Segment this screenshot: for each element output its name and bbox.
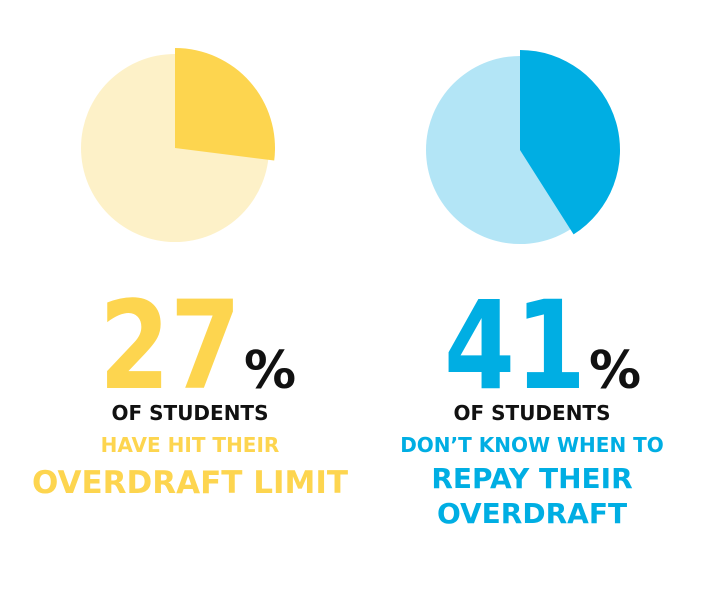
big-percentage: 27 — [99, 275, 241, 417]
caption-line: OVERDRAFT LIMIT — [32, 465, 348, 501]
caption-line: OF STUDENTS — [454, 401, 611, 425]
caption-line: OF STUDENTS — [112, 401, 269, 425]
percent-sign: % — [589, 341, 641, 401]
pie-slice — [520, 50, 620, 235]
caption-line: HAVE HIT THEIR — [101, 433, 280, 457]
caption-line: DON’T KNOW WHEN TO — [400, 433, 664, 457]
big-percentage: 41 — [444, 275, 586, 417]
caption-line: REPAY THEIR — [431, 462, 632, 495]
pie-slice — [175, 48, 275, 161]
percent-sign: % — [244, 341, 296, 401]
caption-line: OVERDRAFT — [437, 497, 627, 530]
